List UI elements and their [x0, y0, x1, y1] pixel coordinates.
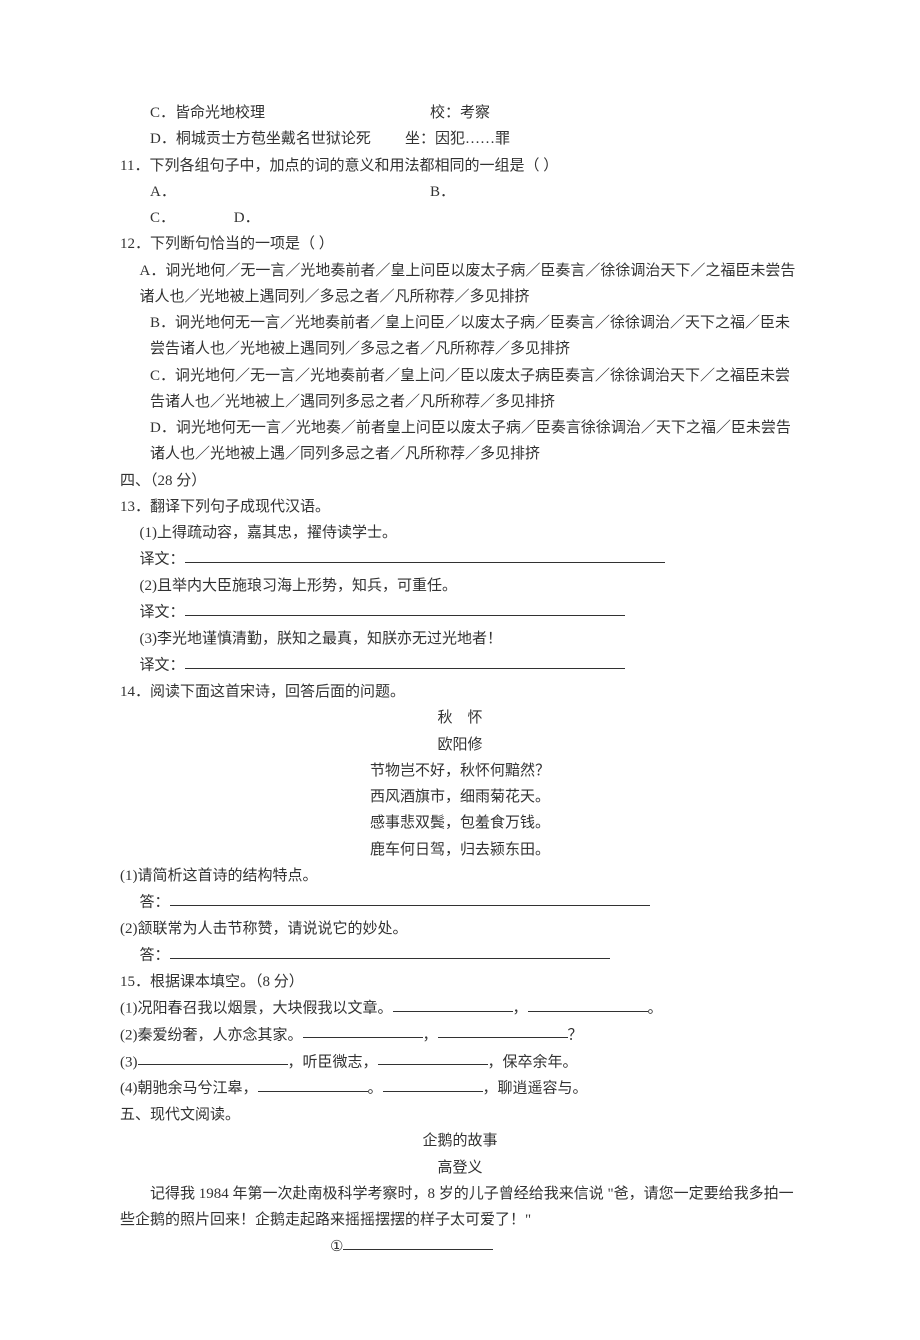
- q12-option-a: A．诇光地何／无一言／光地奏前者／皇上问臣以废太子病／臣奏言／徐徐调治天下／之福…: [120, 258, 800, 311]
- answer-label: 答：: [140, 895, 170, 911]
- blank-line: [170, 888, 650, 906]
- q10-option-c-row: C．皆命光地校理 校：考察: [120, 100, 800, 126]
- q15-sub2-text: (2)秦爱纷奢，人亦念其家。: [120, 1027, 303, 1043]
- poem-line-1: 节物岂不好，秋怀何黯然？: [120, 758, 800, 784]
- blank-line: [303, 1021, 423, 1039]
- q13-sub2: (2)且举内大臣施琅习海上形势，知兵，可重任。: [120, 573, 800, 599]
- q10-option-d-left: D．桐城贡士方苞坐戴名世狱论死: [150, 126, 405, 152]
- q10-option-c-left: C．皆命光地校理: [150, 100, 430, 126]
- blank-line: [170, 941, 610, 959]
- poem-author: 欧阳修: [120, 732, 800, 758]
- q12-option-b: B．诇光地何无一言／光地奏前者／皇上问臣／以废太子病／臣奏言／徐徐调治／天下之福…: [120, 310, 800, 363]
- passage-para-1: 记得我 1984 年第一次赴南极科学考察时，8 岁的儿子曾经给我来信说 "爸，请…: [120, 1181, 800, 1234]
- q15-sub4-b: 。: [368, 1081, 383, 1097]
- q12-option-c: C．诇光地何／无一言／光地奏前者／皇上问／臣以废太子病臣奏言／徐徐调治天下／之福…: [120, 363, 800, 416]
- q11-row-ab: A． B．: [120, 179, 800, 205]
- blank-line: [393, 994, 513, 1012]
- q14-stem: 14．阅读下面这首宋诗，回答后面的问题。: [120, 679, 800, 705]
- q14-sub1-answer: 答：: [120, 889, 800, 916]
- q12-option-d: D．诇光地何无一言／光地奏／前者皇上问臣以废太子病／臣奏言徐徐调治／天下之福／臣…: [120, 415, 800, 468]
- blank-line: [528, 994, 648, 1012]
- q10-option-d-row: D．桐城贡士方苞坐戴名世狱论死 坐：因犯……罪: [120, 126, 800, 152]
- passage-author: 高登义: [120, 1155, 800, 1181]
- q13-sub3-answer: 译文：: [120, 652, 800, 679]
- q12-stem: 12．下列断句恰当的一项是（ ）: [120, 231, 800, 257]
- q11-option-a: A．: [150, 179, 430, 205]
- translate-label: 译文：: [140, 552, 185, 568]
- q13-stem: 13．翻译下列句子成现代汉语。: [120, 494, 800, 520]
- q15-sub4: (4)朝驰余马兮江皋， 。 ，聊逍遥容与。: [120, 1075, 800, 1102]
- blank-line: [138, 1048, 288, 1066]
- answer-label: 答：: [140, 948, 170, 964]
- q13-sub2-answer: 译文：: [120, 599, 800, 626]
- passage-marker-row: ①: [120, 1233, 800, 1260]
- blank-line: [258, 1074, 368, 1092]
- q15-sub1-end: 。: [648, 1001, 663, 1017]
- q11-option-d: D．: [234, 210, 260, 226]
- q10-option-d-right: 坐：因犯……罪: [405, 126, 510, 152]
- q13-sub1-answer: 译文：: [120, 546, 800, 573]
- poem-title: 秋 怀: [120, 705, 800, 731]
- poem-line-4: 鹿车何日驾，归去颍东田。: [120, 837, 800, 863]
- translate-label: 译文：: [140, 658, 185, 674]
- q11-option-c: C．: [150, 205, 230, 231]
- blank-line: [438, 1021, 568, 1039]
- passage-title: 企鹅的故事: [120, 1128, 800, 1154]
- poem-line-3: 感事悲双鬓，包羞食万钱。: [120, 810, 800, 836]
- q14-sub2-answer: 答：: [120, 942, 800, 969]
- q14-sub2: (2)颔联常为人击节称赞，请说说它的妙处。: [120, 916, 800, 942]
- blank-line: [343, 1232, 493, 1250]
- q15-sub2-end: ？: [568, 1027, 583, 1043]
- document-page: C．皆命光地校理 校：考察 D．桐城贡士方苞坐戴名世狱论死 坐：因犯……罪 11…: [0, 0, 920, 1340]
- blank-line: [378, 1048, 488, 1066]
- q11-option-b: B．: [430, 179, 800, 205]
- q15-sub3-b: ，听臣微志，: [288, 1054, 378, 1070]
- q15-sub1-text: (1)况阳春召我以烟景，大块假我以文章。: [120, 1001, 393, 1017]
- q11-row-cd: C． D．: [120, 205, 800, 231]
- q15-sub3: (3) ，听臣微志， ，保卒余年。: [120, 1049, 800, 1076]
- q15-sub1: (1)况阳春召我以烟景，大块假我以文章。，。: [120, 995, 800, 1022]
- poem-line-2: 西风酒旗市，细雨菊花天。: [120, 784, 800, 810]
- blank-line: [185, 598, 625, 616]
- q13-sub3: (3)李光地谨慎清勤，朕知之最真，知朕亦无过光地者！: [120, 626, 800, 652]
- section-5-heading: 五、现代文阅读。: [120, 1102, 800, 1128]
- q13-sub1: (1)上得疏动容，嘉其忠，擢侍读学士。: [120, 520, 800, 546]
- q14-sub1: (1)请简析这首诗的结构特点。: [120, 863, 800, 889]
- blank-line: [185, 651, 625, 669]
- q15-sub4-c: ，聊逍遥容与。: [483, 1081, 588, 1097]
- q15-sub3-a: (3): [120, 1054, 138, 1070]
- section-4-heading: 四、（28 分）: [120, 468, 800, 494]
- q15-sub3-c: ，保卒余年。: [488, 1054, 578, 1070]
- circled-number-1-icon: ①: [330, 1234, 343, 1260]
- blank-line: [185, 545, 665, 563]
- q15-sub2: (2)秦爱纷奢，人亦念其家。，？: [120, 1022, 800, 1049]
- blank-line: [383, 1074, 483, 1092]
- q10-option-c-right: 校：考察: [430, 100, 800, 126]
- q15-stem: 15．根据课本填空。（8 分）: [120, 969, 800, 995]
- q11-stem: 11．下列各组句子中，加点的词的意义和用法都相同的一组是（ ）: [120, 153, 800, 179]
- q15-sub4-a: (4)朝驰余马兮江皋，: [120, 1081, 258, 1097]
- translate-label: 译文：: [140, 605, 185, 621]
